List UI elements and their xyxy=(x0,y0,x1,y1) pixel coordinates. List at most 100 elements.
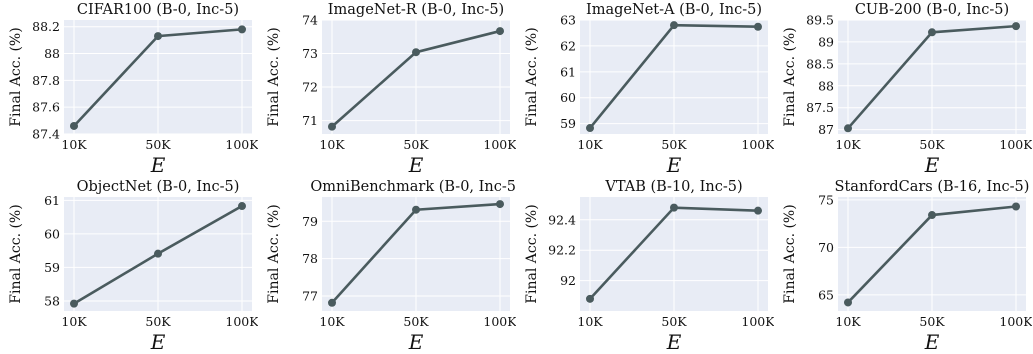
chart-title: VTAB (B-10, Inc-5) xyxy=(604,179,742,195)
data-point xyxy=(328,298,336,307)
x-tick-label: 50K xyxy=(919,314,945,329)
y-axis-label: Final Acc. (%) xyxy=(8,204,24,303)
data-point xyxy=(928,211,936,220)
x-axis-label: E xyxy=(666,330,682,354)
chart-svg: 77 78 79 10K 50K 100K OmniBenchmark (B-0, Inc-… xyxy=(266,179,516,354)
y-tick-label: 71 xyxy=(302,113,318,128)
data-point xyxy=(844,298,852,307)
chart-svg: 92 92.2 92.4 10K 50K 100K VTAB (B-10, Inc-5) Fi… xyxy=(524,179,774,354)
y-tick-label: 88 xyxy=(44,46,60,61)
x-tick-label: 10K xyxy=(319,314,345,329)
y-tick-label: 92.2 xyxy=(548,243,576,258)
chart-title: CIFAR100 (B-0, Inc-5) xyxy=(77,2,239,18)
x-axis-label: E xyxy=(924,153,940,177)
data-point xyxy=(412,48,420,57)
y-tick-label: 88 xyxy=(818,78,834,93)
x-tick-label: 50K xyxy=(145,137,171,152)
chart-title: OmniBenchmark (B-0, Inc-5) xyxy=(310,179,516,195)
data-point xyxy=(154,32,162,41)
y-tick-label: 72 xyxy=(302,80,318,95)
chart-svg: 58 59 60 61 10K 50K 100K ObjectNet (B-0, Inc-5)… xyxy=(8,179,258,354)
chart-title: ImageNet-A (B-0, Inc-5) xyxy=(586,2,762,18)
chart-panel-imagenet-a: 59 60 61 62 63 10K 50K 100K ImageNet-A (B-0, Inc… xyxy=(516,0,774,177)
y-axis-label: Final Acc. (%) xyxy=(782,204,798,303)
y-tick-label: 58 xyxy=(44,293,60,308)
data-point xyxy=(1012,22,1020,31)
y-tick-label: 59 xyxy=(44,260,60,275)
x-axis-label: E xyxy=(408,153,424,177)
y-tick-label: 87.5 xyxy=(806,100,834,115)
chart-title: StanfordCars (B-16, Inc-5) xyxy=(835,179,1030,195)
y-tick-label: 59 xyxy=(560,116,576,131)
y-tick-label: 61 xyxy=(560,64,576,79)
data-point xyxy=(328,122,336,131)
x-tick-label: 10K xyxy=(577,137,603,152)
y-tick-label: 74 xyxy=(302,13,318,28)
x-tick-label: 100K xyxy=(999,137,1032,152)
y-axis-label: Final Acc. (%) xyxy=(524,204,540,303)
y-tick-label: 87.8 xyxy=(32,73,60,88)
x-tick-label: 10K xyxy=(61,137,87,152)
y-tick-label: 87.6 xyxy=(32,100,60,115)
x-tick-label: 50K xyxy=(145,314,171,329)
chart-title: ImageNet-R (B-0, Inc-5) xyxy=(328,2,504,18)
y-tick-label: 88.5 xyxy=(806,56,834,71)
y-tick-label: 75 xyxy=(818,192,834,207)
data-point xyxy=(1012,202,1020,211)
y-axis-label: Final Acc. (%) xyxy=(524,27,540,126)
x-tick-label: 50K xyxy=(661,314,687,329)
y-axis-label: Final Acc. (%) xyxy=(8,27,24,126)
x-tick-label: 100K xyxy=(483,314,516,329)
chart-panel-cifar100: 87.4 87.6 87.8 88 88.2 10K 50K 100K CIFAR100 (B-… xyxy=(0,0,258,177)
data-point xyxy=(586,124,594,133)
chart-svg: 87 87.5 88 88.5 89 89.5 10K 50K 100K CUB-200 (B-0… xyxy=(782,2,1032,177)
data-point xyxy=(670,21,678,30)
chart-panel-vtab: 92 92.2 92.4 10K 50K 100K VTAB (B-10, Inc-5) Fi… xyxy=(516,177,774,354)
y-tick-label: 63 xyxy=(560,13,576,28)
y-axis-label: Final Acc. (%) xyxy=(266,204,282,303)
y-tick-label: 92.4 xyxy=(548,212,576,227)
y-tick-label: 60 xyxy=(560,90,576,105)
y-tick-label: 87 xyxy=(818,122,834,137)
y-tick-label: 89 xyxy=(818,34,834,49)
chart-svg: 87.4 87.6 87.8 88 88.2 10K 50K 100K CIFAR100 (B-… xyxy=(8,2,258,177)
x-tick-label: 50K xyxy=(919,137,945,152)
chart-svg: 65 70 75 10K 50K 100K StanfordCars (B-16, Inc-… xyxy=(782,179,1032,354)
data-point xyxy=(496,27,504,36)
x-tick-label: 100K xyxy=(741,137,774,152)
y-tick-label: 60 xyxy=(44,226,60,241)
chart-title: CUB-200 (B-0, Inc-5) xyxy=(855,2,1009,18)
y-axis-label: Final Acc. (%) xyxy=(782,27,798,126)
x-tick-label: 50K xyxy=(403,137,429,152)
chart-svg: 71 72 73 74 10K 50K 100K ImageNet-R (B-0, Inc-5… xyxy=(266,2,516,177)
x-tick-label: 10K xyxy=(61,314,87,329)
chart-svg: 59 60 61 62 63 10K 50K 100K ImageNet-A (B-0, Inc… xyxy=(524,2,774,177)
data-point xyxy=(70,299,78,308)
y-tick-label: 73 xyxy=(302,46,318,61)
data-point xyxy=(70,121,78,130)
data-point xyxy=(844,124,852,133)
x-axis-label: E xyxy=(666,153,682,177)
y-tick-label: 89.5 xyxy=(806,13,834,28)
x-axis-label: E xyxy=(924,330,940,354)
data-point xyxy=(496,200,504,209)
y-tick-label: 70 xyxy=(818,240,834,255)
data-point xyxy=(412,205,420,214)
data-point xyxy=(586,294,594,303)
data-point xyxy=(754,206,762,215)
data-point xyxy=(928,28,936,37)
x-tick-label: 100K xyxy=(999,314,1032,329)
y-tick-label: 77 xyxy=(302,289,318,304)
data-point xyxy=(238,25,246,34)
x-tick-label: 10K xyxy=(577,314,603,329)
chart-panel-cub-200: 87 87.5 88 88.5 89 89.5 10K 50K 100K CUB-200 (B-0… xyxy=(774,0,1032,177)
chart-panel-stanfordcars: 65 70 75 10K 50K 100K StanfordCars (B-16, Inc-… xyxy=(774,177,1032,354)
x-tick-label: 100K xyxy=(225,137,258,152)
chart-panel-objectnet: 58 59 60 61 10K 50K 100K ObjectNet (B-0, Inc-5)… xyxy=(0,177,258,354)
y-tick-label: 61 xyxy=(44,193,60,208)
data-point xyxy=(670,203,678,212)
y-tick-label: 79 xyxy=(302,214,318,229)
x-tick-label: 50K xyxy=(661,137,687,152)
chart-panel-imagenet-r: 71 72 73 74 10K 50K 100K ImageNet-R (B-0, Inc-5… xyxy=(258,0,516,177)
